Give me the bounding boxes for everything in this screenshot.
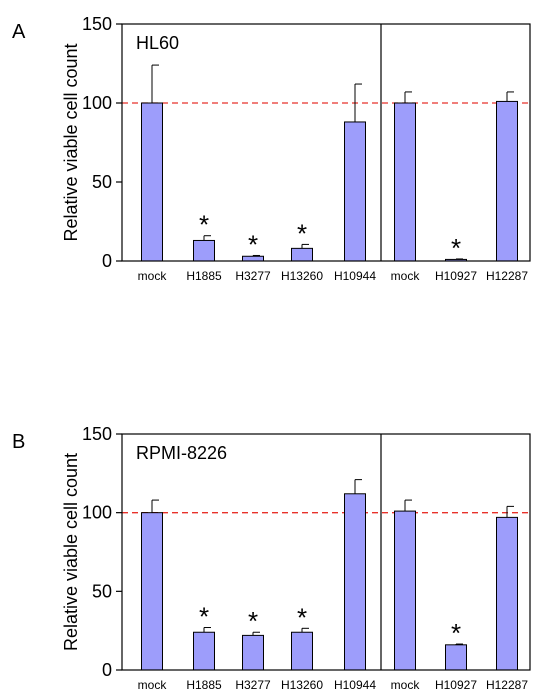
y-tick-label: 150	[82, 14, 112, 34]
cell-line-label: HL60	[136, 33, 179, 53]
bar	[496, 516, 518, 671]
significance-star: *	[199, 210, 209, 240]
bar	[291, 631, 313, 671]
bar	[394, 510, 416, 671]
x-tick-label: H3277	[235, 269, 271, 283]
y-tick-label: 150	[82, 424, 112, 444]
x-tick-label: H10927	[435, 269, 477, 283]
y-tick-label: 50	[92, 581, 112, 601]
y-tick-label: 50	[92, 172, 112, 192]
x-tick-label: mock	[391, 678, 421, 692]
x-tick-label: H10944	[334, 678, 376, 692]
x-tick-label: mock	[138, 678, 168, 692]
chart-panel-B: B Relative viable cell count 0 50 100 150 mock…	[12, 424, 531, 692]
x-tick-label: mock	[391, 269, 421, 283]
panel-label: B	[12, 431, 25, 453]
x-tick-label: H12287	[486, 269, 528, 283]
x-tick-label: H3277	[235, 678, 271, 692]
significance-star: *	[199, 602, 209, 632]
bar	[445, 644, 467, 671]
y-tick-label: 0	[102, 251, 112, 271]
y-tick-label: 0	[102, 660, 112, 680]
x-tick-label: H10944	[334, 269, 376, 283]
significance-star: *	[451, 233, 461, 263]
significance-star: *	[297, 218, 307, 248]
bar	[496, 100, 518, 262]
significance-star: *	[248, 229, 258, 259]
x-tick-label: H12287	[486, 678, 528, 692]
bar	[291, 247, 313, 262]
bar	[141, 512, 163, 671]
bar	[242, 634, 264, 671]
y-tick-label: 100	[82, 93, 112, 113]
bar	[193, 239, 215, 262]
significance-star: *	[297, 602, 307, 632]
x-tick-label: H13260	[281, 269, 323, 283]
plot-frame	[121, 433, 531, 671]
x-tick-label: H1885	[186, 678, 222, 692]
bar	[394, 102, 416, 262]
bar	[344, 121, 366, 262]
x-tick-label: H10927	[435, 678, 477, 692]
panel-label: A	[12, 21, 26, 43]
plot-frame	[121, 23, 531, 262]
significance-star: *	[451, 618, 461, 648]
bar	[141, 102, 163, 262]
significance-star: *	[248, 606, 258, 636]
bar	[344, 493, 366, 671]
y-axis-title: Relative viable cell count	[61, 453, 81, 651]
chart-panel-A: A Relative viable cell count 0 50 100 150 mock…	[12, 14, 531, 283]
y-tick-label: 100	[82, 503, 112, 523]
x-tick-label: mock	[138, 269, 168, 283]
y-axis-title: Relative viable cell count	[61, 43, 81, 241]
bar	[193, 631, 215, 671]
x-tick-label: H13260	[281, 678, 323, 692]
cell-line-label: RPMI-8226	[136, 443, 227, 463]
x-tick-label: H1885	[186, 269, 222, 283]
